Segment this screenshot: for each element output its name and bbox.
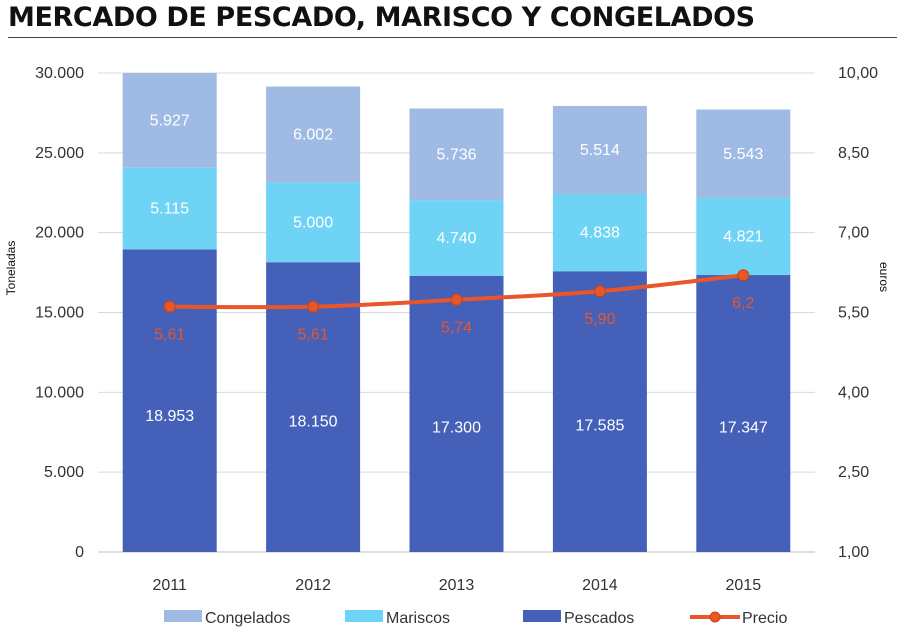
y-axis-title: Toneladas	[4, 241, 18, 296]
legend-label: Pescados	[564, 610, 634, 627]
y-tick-label: 25.000	[35, 145, 84, 162]
legend-label: Precio	[742, 610, 787, 627]
bar-value-label: 6.002	[293, 126, 333, 143]
bar-mariscos	[266, 182, 361, 263]
price-point	[307, 300, 320, 313]
legend-label: Mariscos	[386, 610, 450, 627]
price-point	[163, 300, 176, 313]
bar-value-label: 18.953	[145, 408, 194, 425]
legend-marker-precio	[709, 611, 721, 623]
y-right-tick-label: 4,00	[838, 384, 869, 401]
bar-pescados	[122, 249, 217, 552]
bar-value-label: 5.927	[150, 112, 190, 129]
bar-value-label: 17.347	[719, 419, 768, 436]
price-point	[737, 269, 750, 282]
bar-value-label: 18.150	[289, 414, 338, 431]
x-tick-label: 2013	[439, 577, 475, 594]
price-value-label: 6,2	[732, 295, 754, 312]
title-rule	[8, 37, 897, 38]
bar-congelados	[409, 108, 504, 201]
y-tick-label: 30.000	[35, 65, 84, 82]
legend-swatch-pescados	[523, 610, 561, 622]
bar-mariscos	[552, 193, 647, 272]
bar-value-label: 5.115	[150, 201, 189, 218]
y-right-tick-label: 5,50	[838, 305, 869, 322]
legend-swatch-congelados	[164, 610, 202, 622]
x-tick-label: 2012	[295, 577, 331, 594]
y-right-axis-title: euros	[877, 262, 891, 292]
price-value-label: 5,74	[441, 320, 472, 337]
bar-pescados	[696, 275, 791, 552]
x-tick-label: 2011	[152, 577, 187, 594]
bar-value-label: 5.543	[723, 146, 763, 163]
x-tick-label: 2014	[582, 577, 618, 594]
bar-value-label: 4.740	[436, 230, 476, 247]
price-point	[450, 293, 463, 306]
bar-congelados	[552, 105, 647, 194]
bar-value-label: 17.300	[432, 420, 481, 437]
bar-value-label: 5.736	[436, 146, 476, 163]
bar-congelados	[266, 86, 361, 183]
bar-value-label: 4.821	[723, 229, 763, 246]
bar-value-label: 17.585	[575, 418, 624, 435]
y-right-tick-label: 1,00	[838, 544, 869, 561]
bar-mariscos	[122, 167, 217, 250]
y-right-tick-label: 10,00	[838, 65, 878, 82]
y-tick-label: 20.000	[35, 225, 84, 242]
bar-mariscos	[409, 200, 504, 276]
bar-value-label: 5.514	[580, 142, 620, 159]
bar-value-label: 4.838	[580, 225, 620, 242]
legend-swatch-mariscos	[345, 610, 383, 622]
y-tick-label: 10.000	[35, 384, 84, 401]
bar-congelados	[696, 109, 791, 199]
price-value-label: 5,61	[154, 327, 185, 344]
x-tick-label: 2015	[726, 577, 762, 594]
price-point	[593, 285, 606, 298]
price-value-label: 5,61	[298, 327, 329, 344]
bar-congelados	[122, 73, 217, 168]
chart-title: MERCADO DE PESCADO, MARISCO Y CONGELADOS	[8, 2, 755, 33]
bar-pescados	[552, 271, 647, 552]
y-right-tick-label: 8,50	[838, 145, 869, 162]
bar-value-label: 5.000	[293, 214, 333, 231]
bar-mariscos	[696, 198, 791, 276]
legend-label: Congelados	[205, 610, 290, 627]
y-right-tick-label: 2,50	[838, 464, 869, 481]
y-right-tick-label: 7,00	[838, 225, 869, 242]
y-tick-label: 15.000	[35, 305, 84, 322]
price-value-label: 5,90	[584, 311, 615, 328]
bar-pescados	[409, 275, 504, 552]
y-tick-label: 5.000	[44, 464, 84, 481]
y-tick-label: 0	[75, 544, 84, 561]
